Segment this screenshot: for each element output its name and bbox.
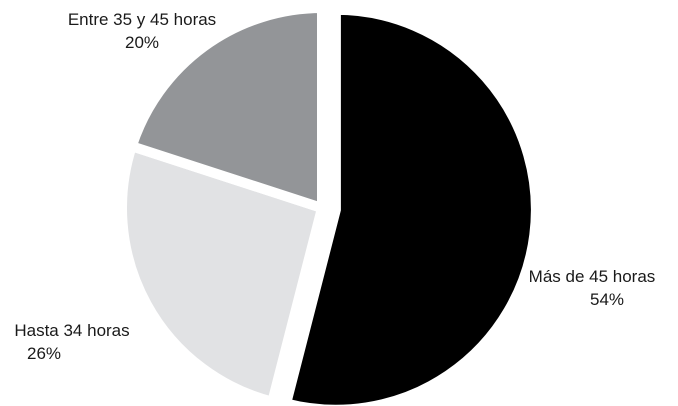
pie-slice-hasta-34-horas (117, 139, 329, 406)
slice-value-hasta-34-horas: 26% (27, 344, 61, 363)
pie-slice-entre-35-y-45-horas (125, 2, 327, 215)
slice-label-entre-35-y-45-horas: Entre 35 y 45 horas (68, 10, 216, 29)
slice-label-hasta-34-horas: Hasta 34 horas (14, 321, 129, 340)
pie-slices (117, 2, 541, 406)
pie-slice-mas-de-45-horas (280, 4, 541, 406)
pie-labels: Más de 45 horas 54% Hasta 34 horas 26% E… (14, 10, 655, 363)
slice-value-mas-de-45-horas: 54% (590, 290, 624, 309)
slice-label-mas-de-45-horas: Más de 45 horas (529, 267, 656, 286)
slice-value-entre-35-y-45-horas: 20% (125, 33, 159, 52)
